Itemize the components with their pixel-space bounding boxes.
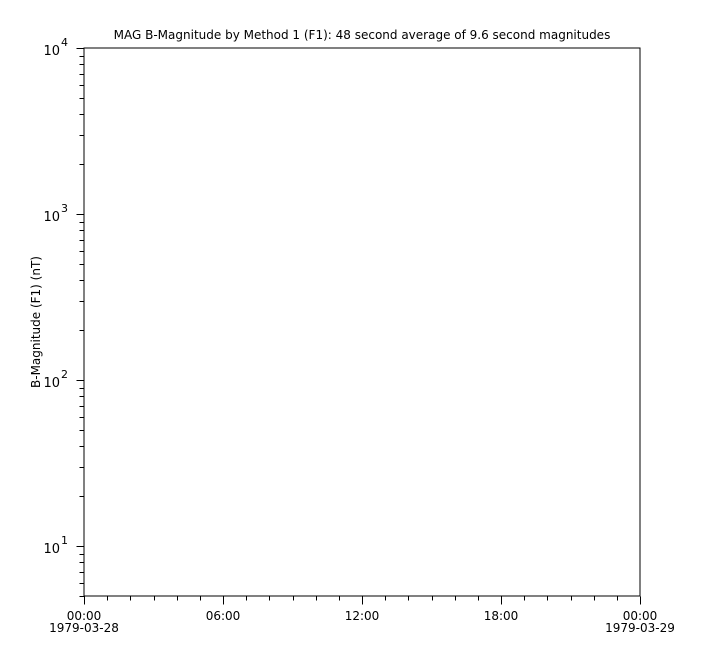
axis-ticks [76, 48, 641, 605]
y-tick-label-exponent: 2 [61, 368, 68, 381]
plot-area [83, 47, 641, 597]
x-tick-label-date: 1979-03-28 [49, 621, 119, 635]
y-tick-label-base: 10 [43, 210, 60, 225]
y-tick-label-base: 10 [43, 542, 60, 557]
y-tick-label-exponent: 1 [61, 534, 68, 547]
x-tick-label-time: 00:00 [67, 609, 102, 623]
x-tick-label-time: 18:00 [484, 609, 519, 623]
y-tick-label-exponent: 3 [61, 202, 68, 215]
y-tick-label-exponent: 4 [61, 36, 68, 49]
x-tick-label-time: 00:00 [623, 609, 658, 623]
x-tick-label-date: 1979-03-29 [605, 621, 675, 635]
y-tick-label-base: 10 [43, 44, 60, 59]
y-axis-label: B-Magnitude (F1) (nT) [29, 256, 43, 388]
chart-title: MAG B-Magnitude by Method 1 (F1): 48 sec… [114, 28, 611, 42]
x-tick-label-time: 06:00 [206, 609, 241, 623]
y-tick-label-base: 10 [43, 376, 60, 391]
x-tick-label-time: 12:00 [345, 609, 380, 623]
